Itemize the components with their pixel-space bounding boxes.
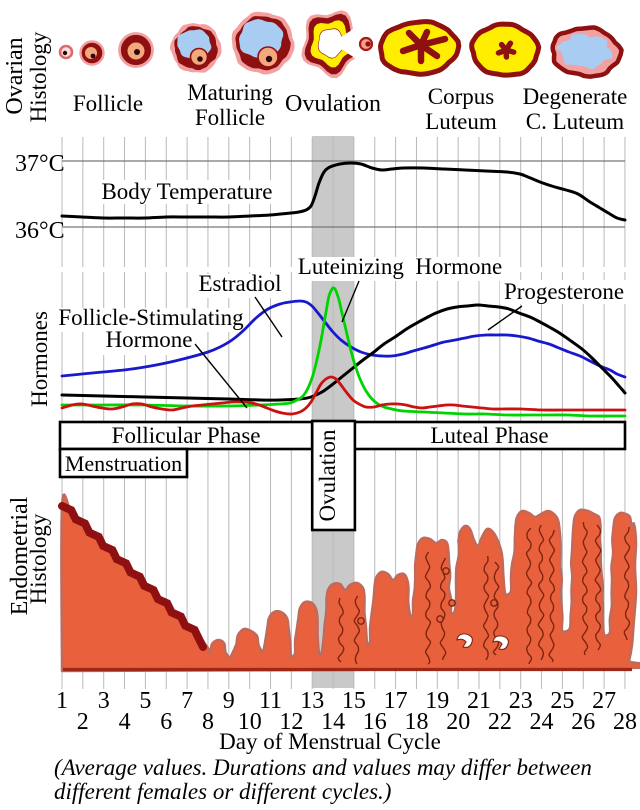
svg-text:5: 5 (139, 688, 151, 714)
svg-text:37°C: 37°C (15, 151, 65, 177)
svg-text:Follicular Phase: Follicular Phase (112, 423, 261, 448)
svg-text:Endometrial: Endometrial (7, 496, 33, 615)
svg-text:25: 25 (550, 688, 574, 714)
svg-text:Hormone: Hormone (106, 327, 193, 352)
svg-text:Day of Menstrual Cycle: Day of Menstrual Cycle (219, 729, 441, 754)
svg-text:Corpus: Corpus (428, 84, 495, 109)
svg-text:9: 9 (223, 688, 235, 714)
svg-text:4: 4 (119, 709, 131, 735)
svg-text:Follicle-Stimulating: Follicle-Stimulating (58, 305, 244, 330)
svg-text:Menstruation: Menstruation (65, 451, 182, 476)
svg-text:11: 11 (259, 688, 282, 714)
svg-text:18: 18 (405, 709, 429, 735)
svg-text:19: 19 (425, 688, 449, 714)
svg-text:12: 12 (279, 709, 303, 735)
svg-text:(Average values. Durations and: (Average values. Durations and values ma… (54, 755, 592, 780)
svg-text:14: 14 (321, 709, 345, 735)
svg-text:8: 8 (202, 709, 214, 735)
svg-text:Ovarian: Ovarian (2, 37, 28, 114)
svg-text:22: 22 (488, 709, 512, 735)
svg-text:Follicle: Follicle (195, 105, 265, 130)
svg-text:16: 16 (363, 709, 387, 735)
svg-text:7: 7 (181, 688, 193, 714)
svg-text:Body Temperature: Body Temperature (101, 179, 272, 204)
svg-text:Estradiol: Estradiol (198, 271, 281, 296)
svg-text:10: 10 (238, 709, 262, 735)
svg-text:Follicle: Follicle (73, 91, 143, 116)
svg-text:21: 21 (467, 688, 491, 714)
svg-text:27: 27 (592, 688, 616, 714)
svg-text:Ovulation: Ovulation (315, 429, 340, 521)
svg-text:26: 26 (571, 709, 595, 735)
svg-text:Degenerate: Degenerate (523, 84, 628, 109)
svg-text:20: 20 (446, 709, 470, 735)
svg-text:Ovulation: Ovulation (285, 91, 381, 117)
svg-text:Histology: Histology (26, 31, 51, 122)
svg-text:3: 3 (98, 688, 110, 714)
svg-text:36°C: 36°C (15, 218, 65, 244)
svg-text:Luteinizing Hormone: Luteinizing Hormone (298, 254, 502, 279)
svg-text:6: 6 (160, 709, 172, 735)
svg-text:28: 28 (613, 709, 637, 735)
svg-text:C. Luteum: C. Luteum (526, 109, 624, 134)
svg-text:24: 24 (530, 709, 554, 735)
svg-text:different females or different: different females or different cycles.) (54, 779, 391, 804)
svg-text:Maturing: Maturing (187, 80, 273, 105)
svg-text:2: 2 (77, 709, 89, 735)
svg-text:Histology: Histology (26, 513, 51, 604)
svg-text:Luteal Phase: Luteal Phase (430, 423, 548, 448)
svg-text:23: 23 (509, 688, 533, 714)
svg-text:Progesterone: Progesterone (504, 279, 624, 304)
svg-text:13: 13 (300, 688, 324, 714)
svg-text:17: 17 (384, 688, 408, 714)
svg-text:Hormones: Hormones (27, 311, 52, 407)
svg-text:1: 1 (56, 688, 68, 714)
svg-text:15: 15 (342, 688, 366, 714)
svg-text:Luteum: Luteum (425, 109, 497, 134)
